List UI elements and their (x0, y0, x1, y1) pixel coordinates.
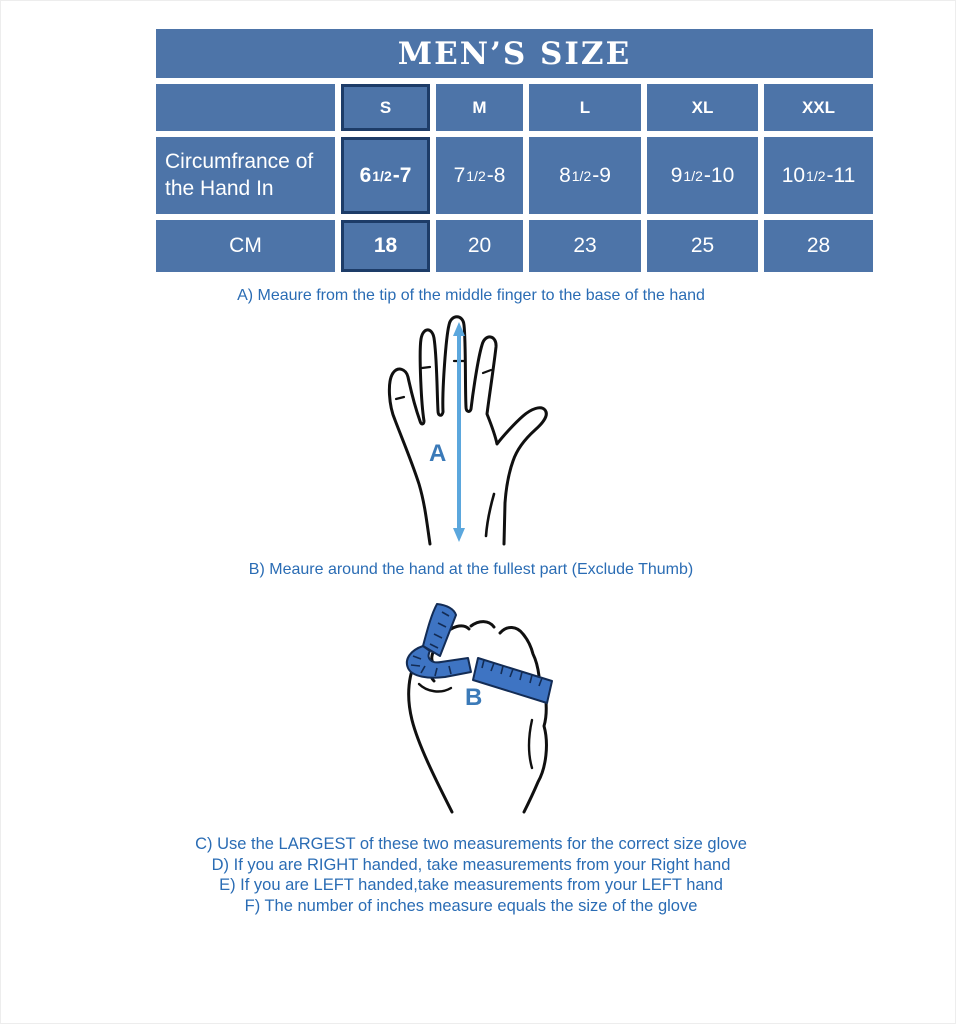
inches-fraction: 1/2 (806, 167, 826, 184)
inches-fraction: 1/2 (372, 167, 392, 184)
col-header-xl: XL (647, 84, 758, 131)
diagram-label-a: A (429, 440, 446, 467)
mens-size-table: MEN’S SIZE S M L XL XXL Circumfrance of … (156, 29, 876, 272)
cm-value-m: 20 (436, 220, 523, 272)
col-header-l: L (529, 84, 641, 131)
table-corner-cell (156, 84, 335, 131)
table-title: MEN’S SIZE (156, 29, 873, 78)
inches-whole: 9 (670, 163, 683, 187)
footnote-c: C) Use the LARGEST of these two measurem… (195, 835, 747, 853)
inches-value-s: 6 1/2 -7 (341, 137, 430, 214)
inches-whole: 7 (453, 163, 466, 187)
inches-value-xl: 9 1/2 -10 (647, 137, 758, 214)
instruction-a: A) Meaure from the tip of the middle fin… (237, 287, 705, 304)
footnote-e: E) If you are LEFT handed,take measureme… (219, 876, 723, 894)
hand-outline (387, 315, 548, 546)
cm-value-xl: 25 (647, 220, 758, 272)
inches-rest: -11 (826, 163, 856, 187)
measure-arrow (453, 322, 465, 542)
diagram-label-b: B (465, 684, 482, 711)
inches-rest: -8 (486, 163, 506, 187)
inches-fraction: 1/2 (466, 167, 486, 184)
tape-tick-marks (410, 611, 543, 687)
row-label-circumference: Circumfrance of the Hand In (156, 137, 335, 214)
col-header-xxl: XXL (764, 84, 873, 131)
row-label-cm: CM (156, 220, 335, 272)
inches-fraction: 1/2 (683, 167, 703, 184)
inches-value-xxl: 10 1/2 -11 (764, 137, 873, 214)
inches-rest: -10 (703, 163, 735, 187)
inches-rest: -7 (392, 163, 412, 187)
cm-value-xxl: 28 (764, 220, 873, 272)
inches-fraction: 1/2 (571, 167, 592, 184)
cm-value-s: 18 (341, 220, 430, 272)
col-header-m: M (436, 84, 523, 131)
fist-measure-diagram: B (405, 603, 553, 814)
instruction-b: B) Meaure around the hand at the fullest… (248, 561, 694, 578)
inches-value-l: 8 1/2 -9 (529, 137, 641, 214)
inches-whole: 6 (359, 163, 372, 187)
inches-whole: 8 (559, 163, 571, 187)
footnotes: C) Use the LARGEST of these two measurem… (1, 834, 941, 916)
inches-value-m: 7 1/2 -8 (436, 137, 523, 214)
hand-measure-diagram: A (387, 315, 548, 546)
inches-rest: -9 (592, 163, 611, 187)
inches-whole: 10 (781, 163, 806, 187)
footnote-d: D) If you are RIGHT handed, take measure… (211, 855, 731, 874)
cm-value-l: 23 (529, 220, 641, 272)
measuring-tape (405, 603, 553, 704)
footnote-f: F) The number of inches measure equals t… (244, 896, 698, 915)
col-header-s: S (341, 84, 430, 131)
